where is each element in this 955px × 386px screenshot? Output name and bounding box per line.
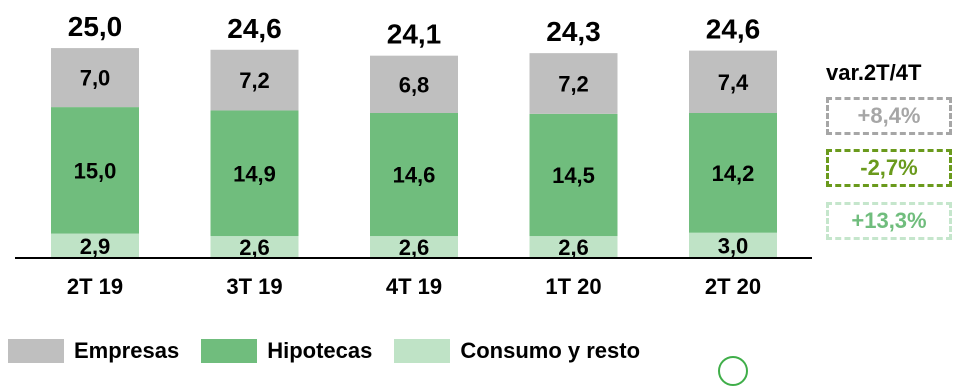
logo-icon	[718, 356, 748, 386]
data-label: 14,5	[552, 163, 595, 188]
bar-segment-empresas	[210, 49, 299, 111]
total-label: 24,1	[387, 19, 442, 50]
bar-segment-consumo-y-resto	[210, 236, 299, 258]
variation-empresas: +8,4%	[826, 97, 952, 135]
data-label: 2,6	[558, 235, 589, 260]
legend-item-empresas: Empresas	[8, 338, 179, 364]
legend-label: Empresas	[74, 338, 180, 363]
bar-segment-hipotecas	[370, 113, 458, 237]
bar-segment-consumo-y-resto	[370, 236, 458, 258]
legend: Empresas Hipotecas Consumo y resto	[8, 338, 662, 364]
bar-segment-consumo-y-resto	[529, 236, 618, 258]
bar-segment-hipotecas	[51, 107, 139, 234]
data-label: 2,9	[80, 234, 111, 259]
variation-title: var.2T/4T	[826, 60, 922, 85]
category-label: 2T 20	[705, 274, 761, 299]
bar-segment-hipotecas	[210, 110, 299, 237]
category-label: 2T 19	[67, 274, 123, 299]
data-label: 14,2	[712, 161, 755, 186]
variation-consumo: +13,3%	[826, 202, 952, 240]
legend-label: Hipotecas	[267, 338, 373, 363]
data-label: 14,6	[393, 163, 436, 188]
total-label: 24,3	[546, 16, 601, 47]
legend-swatch	[201, 339, 258, 363]
data-label: 7,0	[80, 66, 111, 91]
total-label: 24,6	[227, 13, 282, 44]
data-label: 15,0	[74, 158, 117, 183]
data-label: 6,8	[399, 72, 430, 97]
data-label: 7,2	[239, 68, 270, 93]
stacked-bar-chart: 2,9 15,0 7,0 25,0 2T 19 2,6 14,9 7,2 24,6 3T 19 2,…	[15, 11, 812, 299]
legend-swatch	[394, 339, 451, 363]
category-label: 1T 20	[545, 274, 601, 299]
legend-swatch	[8, 339, 64, 363]
legend-item-consumo: Consumo y resto	[394, 338, 640, 364]
category-label: 4T 19	[386, 274, 442, 299]
total-label: 25,0	[68, 11, 123, 42]
legend-label: Consumo y resto	[460, 338, 641, 363]
data-label: 2,6	[239, 235, 270, 260]
data-label: 2,6	[399, 235, 430, 260]
variation-hipotecas: -2,7%	[826, 149, 952, 187]
bar-segment-empresas	[370, 55, 458, 114]
bar-segment-empresas	[529, 53, 618, 114]
total-label: 24,6	[706, 14, 761, 45]
category-label: 3T 19	[226, 274, 282, 299]
bar-segment-empresas	[51, 48, 139, 108]
bar-segment-consumo-y-resto	[689, 232, 777, 258]
bar-segment-hipotecas	[529, 113, 618, 237]
bar-segment-consumo-y-resto	[51, 233, 139, 258]
bar-segment-empresas	[689, 50, 777, 114]
data-label: 3,0	[718, 233, 749, 258]
data-label: 14,9	[233, 161, 276, 186]
data-label: 7,4	[718, 70, 749, 95]
legend-item-hipotecas: Hipotecas	[201, 338, 372, 364]
bar-segment-hipotecas	[689, 113, 777, 233]
data-label: 7,2	[558, 71, 589, 96]
